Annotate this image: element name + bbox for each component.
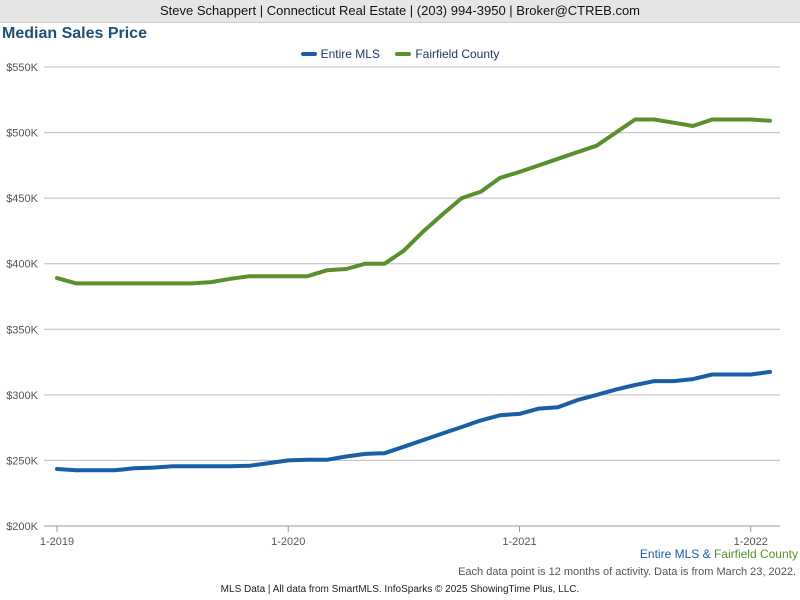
y-tick-label: $300K bbox=[6, 390, 38, 402]
y-tick-label: $350K bbox=[6, 324, 38, 336]
footer-credits: MLS Data | All data from SmartMLS. InfoS… bbox=[220, 584, 580, 595]
x-tick-label: 1-2019 bbox=[40, 536, 74, 548]
bottom-legend: Entire MLS & Fairfield County bbox=[640, 547, 798, 561]
chart-legend: Entire MLS Fairfield County bbox=[0, 45, 800, 61]
x-tick-label: 1-2021 bbox=[502, 536, 536, 548]
series-line-fairfield-county bbox=[55, 117, 772, 286]
legend-swatch-fairfield-county bbox=[395, 52, 412, 56]
legend-label-entire-mls: Entire MLS bbox=[320, 47, 380, 61]
contact-banner: Steve Schappert | Connecticut Real Estat… bbox=[0, 0, 800, 23]
legend-swatch-entire-mls bbox=[300, 52, 317, 56]
data-note: Each data point is 12 months of activity… bbox=[458, 566, 796, 578]
legend-label-fairfield-county: Fairfield County bbox=[415, 47, 500, 61]
contact-text: Steve Schappert | Connecticut Real Estat… bbox=[160, 3, 640, 18]
y-tick-label: $500K bbox=[6, 128, 38, 140]
y-tick-label: $250K bbox=[6, 455, 38, 467]
legend-item-entire-mls[interactable]: Entire MLS bbox=[300, 47, 380, 61]
y-tick-label: $550K bbox=[6, 62, 38, 74]
y-tick-label: $400K bbox=[6, 259, 38, 271]
bottom-legend-ampersand: & bbox=[702, 547, 711, 561]
bottom-legend-entire-mls: Entire MLS bbox=[639, 547, 700, 561]
y-tick-label: $200K bbox=[6, 521, 38, 533]
legend-item-fairfield-county[interactable]: Fairfield County bbox=[395, 47, 499, 61]
x-tick-label: 1-2020 bbox=[271, 536, 305, 548]
bottom-legend-fairfield-county: Fairfield County bbox=[713, 547, 798, 561]
x-tick-label: 1-2022 bbox=[734, 536, 768, 548]
chart-title: Median Sales Price bbox=[2, 25, 147, 42]
series-line-entire-mls bbox=[55, 369, 772, 473]
y-tick-label: $450K bbox=[6, 193, 38, 205]
